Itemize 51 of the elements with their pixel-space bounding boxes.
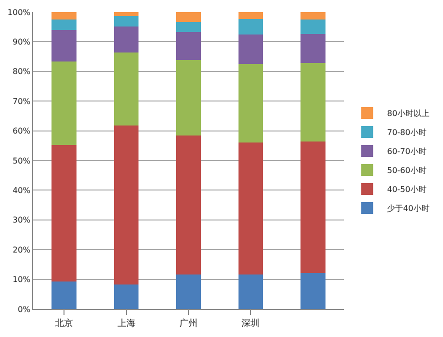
bar xyxy=(238,142,264,275)
legend-label: 60-70小时 xyxy=(387,147,426,156)
bar xyxy=(238,34,264,64)
y-tick-label: 20% xyxy=(12,245,31,254)
x-tick-label: 上海 xyxy=(117,318,136,329)
y-tick-label: 70% xyxy=(12,96,31,106)
y-tick-label: 60% xyxy=(12,126,31,136)
bar xyxy=(300,34,326,64)
y-tick-label: 80% xyxy=(12,67,31,76)
x-tick-label: 广州 xyxy=(180,318,198,329)
y-tick-label: 10% xyxy=(12,275,31,284)
legend-label: 少于40小时 xyxy=(387,204,430,214)
bar xyxy=(176,32,201,60)
bar xyxy=(114,52,139,126)
bar xyxy=(176,12,201,22)
bar xyxy=(114,12,139,16)
bar xyxy=(114,284,139,309)
y-tick-label: 100% xyxy=(8,8,31,17)
bar xyxy=(52,30,77,62)
legend-label: 70-80小时 xyxy=(387,128,426,138)
bar xyxy=(176,22,201,32)
bar xyxy=(300,20,326,34)
legend-label: 80小时以上 xyxy=(387,109,430,118)
bar xyxy=(114,16,139,26)
bar xyxy=(176,136,201,275)
bar xyxy=(52,281,77,309)
y-tick-label: 40% xyxy=(12,186,31,195)
y-tick-label: 30% xyxy=(12,216,31,225)
bar xyxy=(300,141,326,274)
bar xyxy=(52,145,77,282)
bar xyxy=(114,26,139,52)
bar xyxy=(52,20,77,30)
bar xyxy=(300,63,326,142)
bar xyxy=(176,60,201,136)
y-tick-label: 90% xyxy=(12,38,31,46)
bar xyxy=(300,273,326,309)
bar xyxy=(300,12,326,20)
bar xyxy=(114,125,139,285)
bar xyxy=(238,18,264,35)
bar xyxy=(238,274,264,309)
bar xyxy=(238,64,264,142)
y-tick-label: 50% xyxy=(12,156,31,166)
bar xyxy=(52,61,77,146)
legend-label: 40-50小时 xyxy=(387,185,426,194)
bar xyxy=(238,12,264,19)
legend-label: 50-60小时 xyxy=(387,166,426,176)
y-tick-label: 0% xyxy=(18,304,31,314)
x-tick-label: 北京 xyxy=(55,318,74,329)
bar xyxy=(176,274,201,309)
bar xyxy=(52,12,77,20)
x-tick-label: 深圳 xyxy=(242,318,260,329)
